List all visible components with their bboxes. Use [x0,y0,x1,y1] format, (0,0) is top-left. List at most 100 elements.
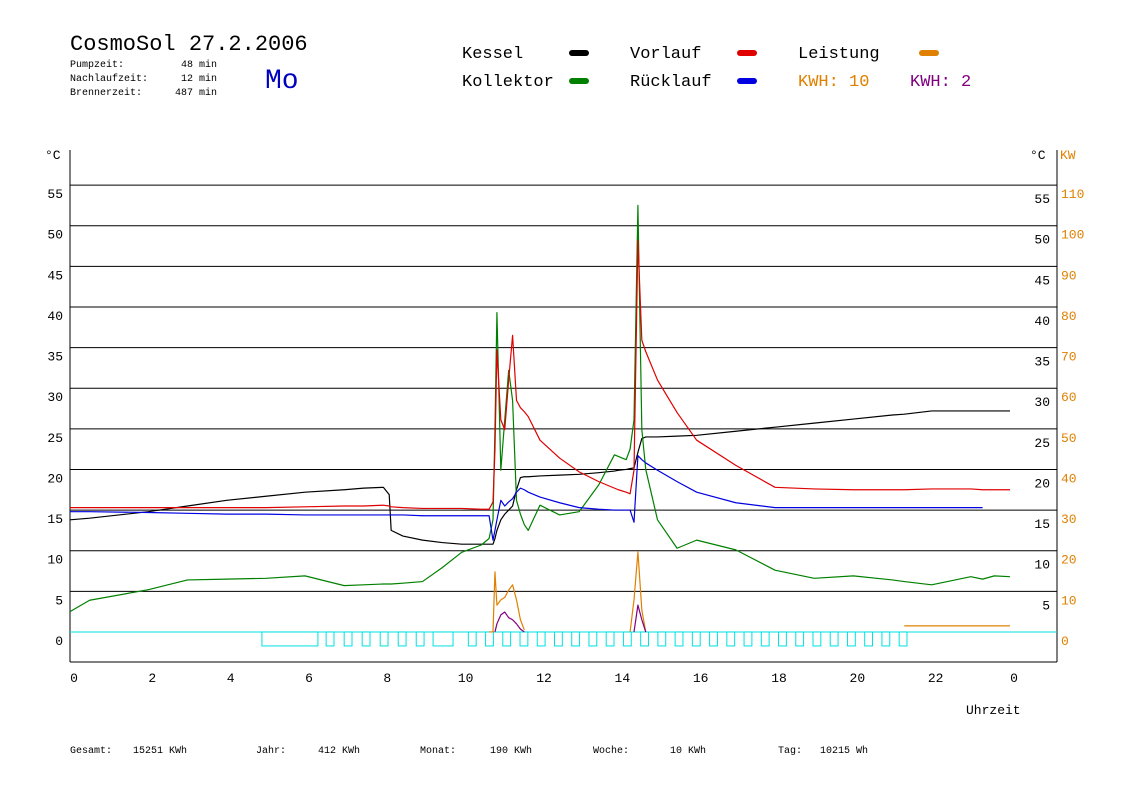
y-tick-label-right: 40 [1034,314,1050,329]
info-label: Brennerzeit: [70,87,142,99]
y-tick-label-right: 30 [1034,395,1050,410]
pump-interval [657,631,667,647]
pump-interval [622,631,632,647]
total-value: 10 KWh [670,745,706,757]
kwh-label: KWH: 2 [910,73,971,92]
pump-interval [325,631,335,647]
x-tick-label: 8 [383,671,391,686]
y-tick-label: 10 [47,553,63,568]
y-tick-label: 5 [55,593,63,608]
info-value: 487 min [175,87,217,99]
x-tick-label: 16 [693,671,709,686]
pump-interval [812,631,822,647]
pump-interval [553,631,563,647]
legend-label: Leistung [798,45,880,64]
y-tick-label-right: 55 [1034,192,1050,207]
pump-interval [432,631,454,647]
series-line [494,611,525,633]
y2-tick-label: 30 [1061,512,1077,527]
info-value: 12 min [181,73,217,85]
y-tick-label: 15 [47,512,63,527]
pump-interval [881,631,891,647]
pump-interval [415,631,425,647]
y-tick-label: 0 [55,634,63,649]
y-tick-label-right: 10 [1034,558,1050,573]
total-label: Tag: [778,746,802,757]
y2-tick-label: 0 [1061,634,1069,649]
pump-interval [502,631,512,647]
pump-interval [588,631,598,647]
pump-interval [709,631,718,647]
pump-interval [726,631,736,647]
pump-interval [898,631,908,647]
total-value: 15251 KWh [133,745,187,757]
y2-tick-label: 20 [1061,553,1077,568]
pump-interval [343,631,353,647]
y2-tick-label: 100 [1061,228,1084,243]
chart-title: CosmoSol 27.2.2006 [70,32,308,57]
pump-interval [864,631,874,647]
pump-interval [397,631,407,647]
total-label: Gesamt: [70,746,112,757]
y-tick-label-right: 25 [1034,436,1050,451]
info-label: Nachlaufzeit: [70,73,148,85]
y-axis-label-right: °C [1030,148,1046,163]
series-line [70,455,983,541]
pump-interval [778,631,787,647]
x-tick-label: 18 [771,671,787,686]
pump-interval [829,631,839,647]
pump-interval [379,631,389,647]
kwh-value: 10 [849,73,869,92]
y-axis-label: °C [45,148,61,163]
y-tick-label-right: 5 [1042,598,1050,613]
y-tick-label: 30 [47,390,63,405]
pump-interval [261,631,319,647]
y-tick-label: 20 [47,471,63,486]
series-line [629,551,647,633]
legend-label: Rücklauf [630,73,712,92]
y-tick-label-right: 35 [1034,355,1050,370]
y-tick-label: 25 [47,431,63,446]
pump-interval [361,631,371,647]
y2-tick-label: 40 [1061,471,1077,486]
y2-tick-label: 90 [1061,268,1077,283]
y2-tick-label: 110 [1061,187,1084,202]
pump-interval [846,631,856,647]
x-tick-label: 2 [148,671,156,686]
x-tick-label: 0 [70,671,78,686]
kwh-label: KWH: 10 [798,73,869,92]
x-tick-label: 4 [227,671,235,686]
y-tick-label: 35 [47,350,63,365]
y-tick-label: 45 [47,268,63,283]
kwh-value: 2 [961,73,971,92]
total-value: 190 KWh [490,745,532,757]
x-tick-label: 22 [928,671,944,686]
pump-interval [674,631,684,647]
pump-interval [795,631,805,647]
info-value: 48 min [181,59,217,71]
pump-interval [760,631,770,647]
y2-tick-label: 60 [1061,390,1077,405]
series-line [633,604,647,633]
y2-tick-label: 50 [1061,431,1077,446]
x-tick-label: 0 [1010,671,1018,686]
series-line [70,239,1010,510]
y-tick-label: 40 [47,309,63,324]
total-value: 412 KWh [318,745,360,757]
pump-interval [536,631,546,647]
legend-label: Kessel [462,45,523,64]
x-tick-label: 20 [850,671,866,686]
kwh-label-text: KWH: [910,73,951,92]
legend-label: Vorlauf [630,45,701,64]
y-tick-label-right: 50 [1034,233,1050,248]
y-tick-label: 50 [47,228,63,243]
series-line [69,204,1011,613]
series-line [489,571,525,633]
kwh-label-text: KWH: [798,73,839,92]
total-label: Jahr: [256,745,286,757]
y2-tick-label: 70 [1061,350,1077,365]
y-tick-label: 55 [47,187,63,202]
y-tick-label-right: 15 [1034,517,1050,532]
